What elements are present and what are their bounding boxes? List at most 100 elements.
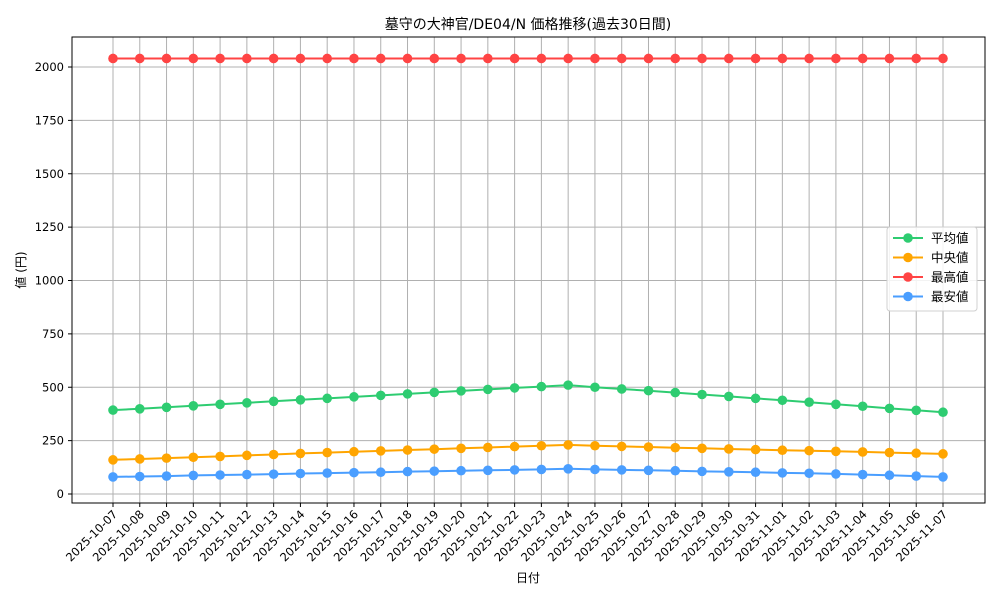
data-point <box>697 443 707 454</box>
data-point <box>643 465 654 476</box>
legend-label: 中央値 <box>931 250 969 265</box>
data-point <box>322 447 332 458</box>
data-point <box>268 53 279 64</box>
data-point <box>616 465 627 475</box>
y-tick-label: 1250 <box>35 220 64 234</box>
data-point <box>268 396 279 407</box>
data-point <box>777 53 788 64</box>
data-point <box>322 53 332 64</box>
data-point <box>563 464 573 474</box>
data-point <box>429 444 440 454</box>
data-point <box>831 446 841 457</box>
data-point <box>215 470 225 480</box>
data-point <box>295 53 306 64</box>
data-point <box>134 454 145 464</box>
data-point <box>643 53 654 64</box>
data-point <box>777 468 788 478</box>
y-axis: 0 250 500 750 1000 1250 1500 1750 2000 <box>35 60 72 501</box>
data-point <box>108 53 118 64</box>
legend-item: 中央値 <box>893 250 969 265</box>
data-point <box>777 445 788 456</box>
data-point <box>108 455 118 465</box>
data-point <box>161 453 172 463</box>
data-point <box>456 386 466 396</box>
data-point <box>670 465 681 476</box>
data-point <box>108 472 118 482</box>
data-point <box>161 53 172 64</box>
data-point <box>724 53 734 64</box>
legend-item: 平均値 <box>893 231 969 246</box>
series-0 <box>108 380 948 418</box>
data-point <box>724 444 734 454</box>
data-point <box>242 450 252 461</box>
data-point <box>724 391 734 402</box>
data-point <box>483 465 493 476</box>
data-point <box>375 467 386 478</box>
y-tick-label: 1750 <box>35 113 64 127</box>
y-axis-label: 値 (円) <box>13 251 28 288</box>
data-point <box>215 451 225 462</box>
data-point <box>215 399 225 410</box>
data-point <box>402 53 413 64</box>
data-point <box>590 382 600 393</box>
data-point <box>563 53 573 64</box>
data-point <box>429 53 440 64</box>
data-point <box>884 53 895 64</box>
data-point <box>590 464 600 475</box>
data-point <box>536 440 547 451</box>
data-point <box>429 387 440 398</box>
data-point <box>590 440 600 451</box>
data-point <box>375 53 386 64</box>
data-point <box>616 384 627 394</box>
data-point <box>188 452 199 463</box>
data-point <box>134 53 145 64</box>
data-point <box>643 385 654 396</box>
data-point <box>188 53 199 64</box>
data-point <box>242 469 252 480</box>
y-tick-label: 1000 <box>35 274 64 288</box>
data-point <box>804 53 814 64</box>
y-tick-label: 1500 <box>35 167 64 181</box>
data-point <box>831 53 841 64</box>
data-point <box>322 393 332 404</box>
data-point <box>242 398 252 408</box>
data-point <box>322 468 332 478</box>
data-point <box>643 442 654 452</box>
data-point <box>536 53 547 64</box>
series-line <box>112 443 944 461</box>
y-tick-label: 0 <box>57 487 64 501</box>
data-point <box>483 442 493 453</box>
y-tick-label: 2000 <box>35 60 64 74</box>
data-point <box>616 53 627 64</box>
data-point <box>697 466 707 477</box>
series-1 <box>108 440 948 465</box>
data-point <box>188 470 199 481</box>
legend-item: 最安値 <box>893 289 969 304</box>
legend-marker-icon <box>903 291 913 302</box>
data-point <box>777 395 788 406</box>
data-point <box>509 383 520 393</box>
plot-frame <box>71 36 986 504</box>
data-point <box>911 405 922 416</box>
data-point <box>884 403 895 414</box>
data-point <box>134 471 145 482</box>
data-point <box>804 397 814 407</box>
data-point <box>670 387 681 398</box>
data-point <box>429 466 440 476</box>
series-2 <box>108 53 948 64</box>
y-tick-label: 250 <box>42 434 64 448</box>
data-point <box>911 448 922 459</box>
data-point <box>911 53 922 64</box>
data-point <box>831 469 841 479</box>
data-point <box>349 467 359 478</box>
chart-title: 墓守の大神官/DE04/N 価格推移(過去30日間) <box>385 17 672 33</box>
x-axis: 2025-10-072025-10-082025-10-092025-10-10… <box>63 503 950 564</box>
legend-marker-icon <box>903 252 913 263</box>
data-point <box>134 404 145 414</box>
data-point <box>911 471 922 481</box>
data-point <box>884 447 895 458</box>
series-line <box>112 384 944 414</box>
legend-label: 最安値 <box>931 289 969 304</box>
data-point <box>215 53 225 64</box>
